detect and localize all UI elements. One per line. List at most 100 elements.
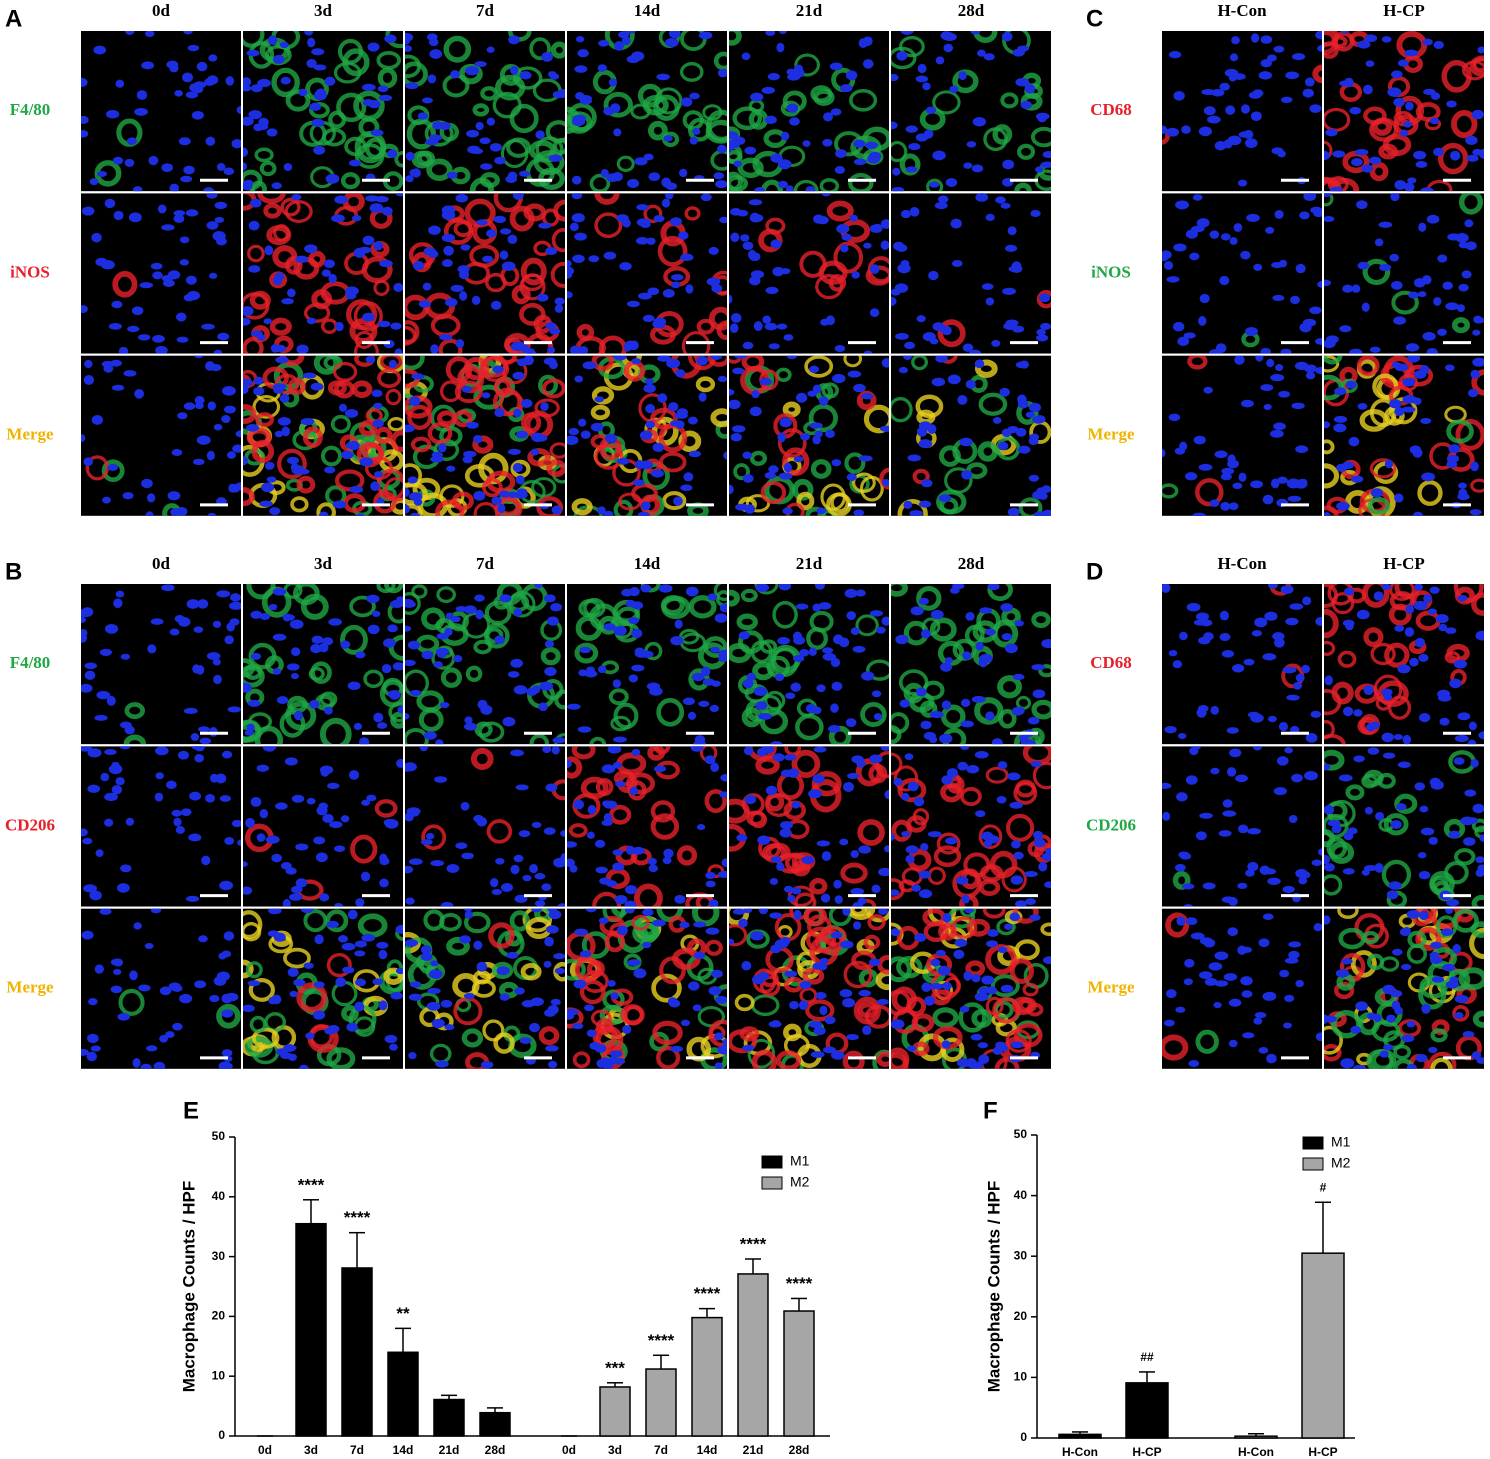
nucleus [642, 941, 652, 949]
significance: **** [344, 1208, 371, 1227]
nucleus [1219, 610, 1229, 621]
nucleus [1246, 213, 1260, 223]
nucleus [218, 1061, 232, 1069]
nucleus [613, 355, 627, 361]
nucleus [997, 946, 1008, 954]
stain [687, 117, 712, 142]
nucleus [675, 369, 686, 378]
nucleus [1166, 276, 1180, 283]
nucleus [850, 888, 865, 895]
nucleus [603, 623, 616, 631]
nucleus [422, 282, 432, 291]
nucleus [905, 166, 918, 173]
nucleus [842, 997, 856, 1008]
nucleus [99, 648, 112, 656]
nucleus [1270, 373, 1285, 382]
nucleus [1475, 869, 1484, 877]
nucleus [390, 322, 402, 330]
nucleus [962, 343, 974, 352]
nucleus [273, 344, 287, 353]
nucleus [665, 37, 679, 48]
nucleus [215, 773, 227, 784]
nucleus [741, 52, 751, 61]
nucleus [765, 286, 779, 295]
nucleus [813, 746, 827, 753]
nucleus [338, 403, 347, 412]
nucleus [1352, 1064, 1366, 1069]
x-tick-label: H-CP [1308, 1445, 1337, 1459]
stain [893, 765, 919, 792]
nucleus [205, 361, 215, 371]
nucleus [1405, 604, 1415, 614]
significance: **** [648, 1331, 675, 1350]
nucleus [1178, 733, 1187, 740]
nucleus [979, 607, 992, 614]
nucleus [638, 292, 652, 300]
micrograph [1162, 355, 1322, 516]
nucleus [291, 885, 303, 894]
nucleus [480, 163, 493, 170]
nucleus [853, 509, 865, 516]
nucleus [409, 396, 421, 407]
stain [1380, 956, 1400, 972]
nucleus [681, 97, 693, 107]
nucleus [1013, 851, 1024, 860]
nucleus [342, 966, 355, 974]
stain [551, 227, 565, 253]
nucleus [708, 899, 719, 907]
nucleus [585, 908, 597, 913]
nucleus [770, 153, 783, 163]
nucleus [1325, 128, 1338, 137]
nucleus [370, 129, 384, 137]
nucleus [1363, 685, 1374, 696]
stain [438, 338, 463, 354]
nucleus [1324, 512, 1331, 516]
nucleus [975, 810, 986, 818]
nucleus [1014, 900, 1027, 907]
nucleus [91, 414, 103, 425]
nucleus [544, 936, 554, 947]
stain [529, 37, 551, 61]
stain [656, 697, 685, 727]
stain [729, 171, 743, 192]
stain [891, 989, 912, 1016]
nucleus [372, 419, 384, 428]
nucleus [892, 167, 901, 176]
nucleus [1394, 493, 1404, 503]
nucleus [574, 65, 588, 73]
stain [796, 491, 815, 511]
stain [440, 667, 463, 688]
micrograph-content [729, 584, 889, 745]
nucleus [729, 131, 739, 139]
nucleus [282, 613, 292, 622]
nucleus [549, 328, 561, 335]
nucleus [188, 833, 202, 842]
nucleus [209, 994, 220, 1003]
nucleus [272, 668, 282, 675]
nucleus [813, 1026, 826, 1036]
nucleus [411, 373, 425, 380]
micrograph [567, 584, 727, 745]
nucleus [693, 740, 707, 745]
nucleus [642, 908, 654, 917]
stain [249, 1015, 267, 1033]
nucleus [183, 165, 195, 175]
nucleus [185, 91, 199, 99]
nucleus [1442, 281, 1453, 290]
stain [426, 158, 453, 181]
nucleus [153, 1061, 166, 1069]
nucleus [809, 422, 823, 429]
stain [112, 271, 138, 298]
stain [678, 430, 702, 453]
legend-label: M2 [790, 1174, 810, 1190]
nucleus [1369, 156, 1382, 165]
nucleus [81, 746, 92, 752]
nucleus [1226, 727, 1239, 734]
stain [529, 733, 550, 745]
nucleus [808, 1020, 823, 1028]
nucleus [1210, 705, 1220, 715]
nucleus [144, 31, 155, 37]
stain [1417, 480, 1443, 506]
nucleus [530, 908, 543, 913]
micrograph-bg [81, 746, 241, 907]
